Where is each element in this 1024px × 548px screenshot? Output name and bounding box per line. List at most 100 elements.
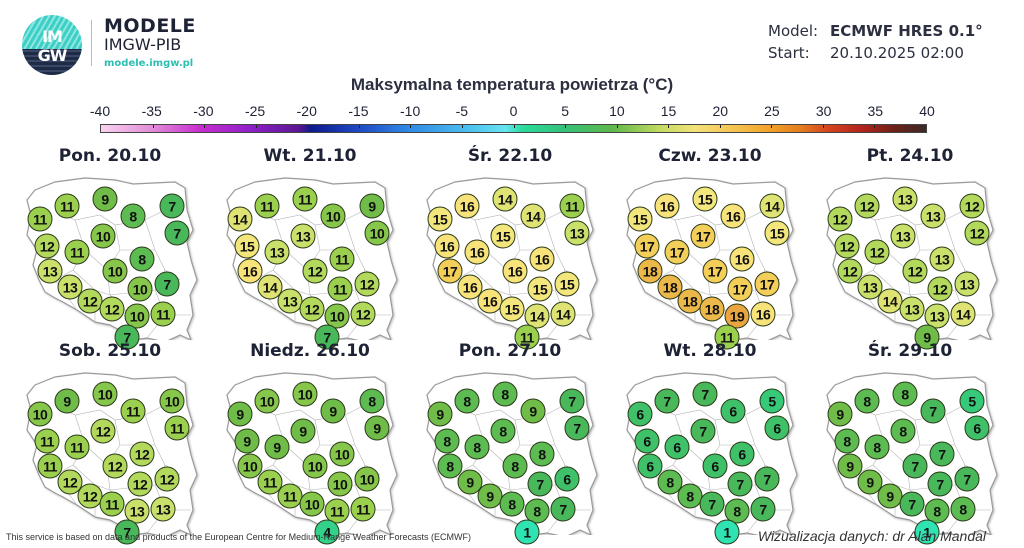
station-temperature: 1 — [714, 519, 740, 545]
scale-tick-mark — [822, 125, 824, 128]
ecmwf-attribution: This service is based on data and produc… — [6, 532, 472, 542]
logo-divider — [91, 20, 92, 66]
station-temperature: 7 — [954, 466, 980, 492]
day-label: Wt. 21.10 — [263, 146, 357, 166]
station-temperature: 16 — [729, 246, 755, 272]
station-temperature: 12 — [129, 441, 155, 467]
station-temperature: 11 — [54, 193, 80, 219]
scale-tick-mark — [461, 125, 463, 128]
station-temperature: 8 — [129, 246, 155, 272]
station-temperature: 13 — [954, 271, 980, 297]
station-temperature: 8 — [434, 428, 460, 454]
forecast-day-map: Sob. 25.10 9 10 10 11 10 12 11 11 11 12 12 11 12 12 12 1… — [15, 335, 215, 545]
station-temperature: 7 — [164, 220, 190, 246]
station-temperature: 9 — [359, 193, 385, 219]
scale-tick-mark — [565, 125, 567, 128]
forecast-day-map: Pon. 20.10 11 11 9 8 7 10 7 12 11 8 10 13 13 7 10 12 12 10… — [15, 140, 215, 350]
station-temperature: 16 — [454, 193, 480, 219]
station-temperature: 10 — [299, 491, 325, 517]
scale-tick-label: -5 — [455, 103, 469, 119]
station-temperature: 7 — [699, 491, 725, 517]
day-label: Czw. 23.10 — [658, 146, 762, 166]
station-temperature: 7 — [564, 415, 590, 441]
station-temperature: 11 — [292, 186, 318, 212]
station-temperature: 18 — [699, 296, 725, 322]
forecast-day-map: Czw. 23.10 16 15 15 16 14 17 15 17 17 16 17 18 18 17 17… — [615, 140, 815, 350]
scale-tick-mark — [358, 125, 360, 128]
visualization-credit: Wizualizacja danych: dr Alan Mandal — [757, 528, 986, 544]
station-temperature: 11 — [27, 206, 53, 232]
scale-tick-mark — [255, 125, 257, 128]
station-temperature: 7 — [927, 471, 953, 497]
station-temperature: 6 — [627, 401, 653, 427]
logo-stripes — [22, 49, 82, 75]
station-temperature: 6 — [554, 466, 580, 492]
station-temperature: 8 — [524, 498, 550, 524]
scale-tick-label: 5 — [561, 103, 570, 119]
station-temperature: 7 — [899, 491, 925, 517]
station-temperature: 8 — [950, 496, 976, 522]
station-temperature: 7 — [750, 496, 776, 522]
station-temperature: 10 — [327, 471, 353, 497]
station-temperature: 6 — [664, 434, 690, 460]
station-temperature: 14 — [492, 186, 518, 212]
station-temperature: 8 — [454, 388, 480, 414]
station-temperature: 14 — [520, 203, 546, 229]
brand-url[interactable]: modele.imgw.pl — [104, 58, 194, 69]
station-temperature: 14 — [759, 193, 785, 219]
station-temperature: 11 — [64, 434, 90, 460]
station-temperature: 7 — [690, 418, 716, 444]
station-temperature: 10 — [354, 466, 380, 492]
station-temperature: 12 — [827, 206, 853, 232]
station-temperature: 12 — [57, 469, 83, 495]
station-temperature: 15 — [490, 223, 516, 249]
scale-tick-label: -20 — [296, 103, 317, 119]
station-temperature: 12 — [102, 453, 128, 479]
scale-tick-mark — [616, 125, 618, 128]
station-temperature: 6 — [764, 415, 790, 441]
station-temperature: 12 — [959, 193, 985, 219]
station-temperature: 11 — [329, 246, 355, 272]
start-value: 20.10.2025 02:00 — [830, 44, 964, 62]
forecast-day-map: Pt. 24.10 12 12 13 13 12 13 12 12 12 13 12 12 13 13 12 1… — [815, 140, 1015, 350]
station-temperature: 1 — [514, 519, 540, 545]
station-temperature: 7 — [154, 271, 180, 297]
station-temperature: 8 — [464, 434, 490, 460]
station-temperature: 10 — [329, 441, 355, 467]
day-label: Pt. 24.10 — [866, 146, 954, 166]
scale-tick-label: -10 — [400, 103, 421, 119]
scale-tick-label: 0 — [509, 103, 518, 119]
chart-title: Maksymalna temperatura powietrza (°C) — [350, 75, 674, 94]
station-temperature: 15 — [527, 276, 553, 302]
station-temperature: 5 — [759, 388, 785, 414]
station-temperature: 16 — [434, 233, 460, 259]
station-temperature: 7 — [754, 466, 780, 492]
logo-text-top: IM — [42, 27, 63, 46]
station-temperature: 11 — [34, 428, 60, 454]
scale-tick-label: -30 — [193, 103, 214, 119]
station-temperature: 7 — [929, 441, 955, 467]
station-temperature: 10 — [124, 303, 150, 329]
scale-tick-mark — [719, 125, 721, 128]
station-temperature: 8 — [529, 441, 555, 467]
station-temperature: 11 — [324, 498, 350, 524]
station-temperature: 7 — [920, 398, 946, 424]
scale-tick-label: 10 — [609, 103, 625, 119]
station-temperature: 13 — [150, 496, 176, 522]
station-temperature: 12 — [854, 193, 880, 219]
scale-tick-label: 20 — [712, 103, 729, 119]
station-temperature: 12 — [927, 276, 953, 302]
station-temperature: 13 — [124, 498, 150, 524]
station-temperature: 12 — [864, 239, 890, 265]
station-temperature: 12 — [77, 288, 103, 314]
station-temperature: 10 — [364, 220, 390, 246]
scale-tick-mark — [152, 125, 154, 128]
station-temperature: 11 — [350, 496, 376, 522]
station-temperature: 16 — [502, 258, 528, 284]
station-temperature: 14 — [227, 206, 253, 232]
station-temperature: 8 — [724, 498, 750, 524]
station-temperature: 12 — [964, 220, 990, 246]
station-temperature: 11 — [164, 415, 190, 441]
station-temperature: 15 — [499, 296, 525, 322]
station-temperature: 11 — [64, 239, 90, 265]
